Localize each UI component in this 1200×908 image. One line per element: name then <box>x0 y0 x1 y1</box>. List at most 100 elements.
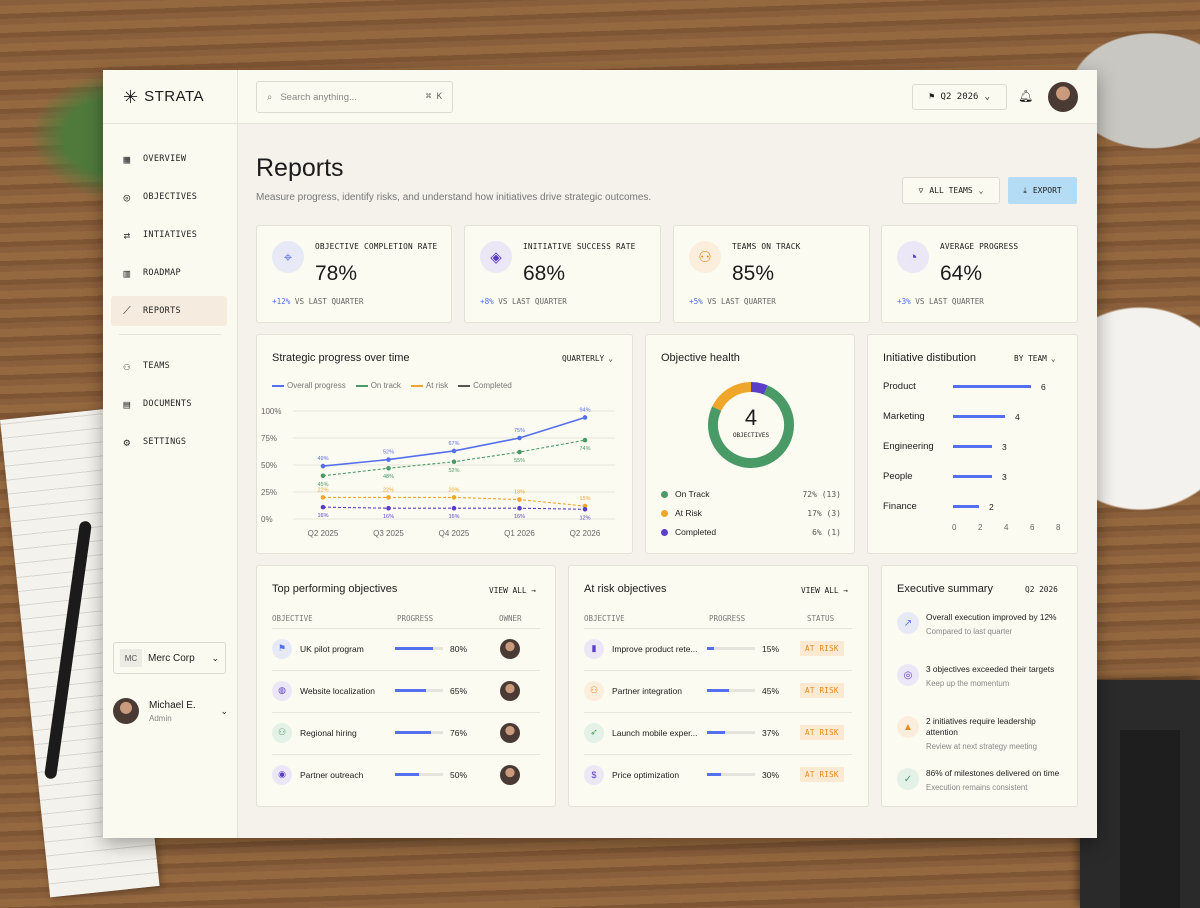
view-all-link[interactable]: VIEW ALL → <box>489 586 536 595</box>
topbar: ⌕ Search anything... ⌘ K ⚑ Q2 2026 ⌄ 🔔︎ <box>238 70 1097 124</box>
objective-name: Website localization <box>300 685 375 696</box>
layers-icon: ◈ <box>480 241 512 273</box>
data-point <box>386 505 391 511</box>
user-menu[interactable]: Michael E. Admin ⌄ <box>113 698 228 724</box>
table-row[interactable]: ◉ Partner outreach 50% <box>272 754 540 794</box>
kpi-label: TEAMS ON TRACK <box>732 242 801 251</box>
table-row[interactable]: ⚇ Partner integration 45% AT RISK <box>584 670 852 710</box>
table-row[interactable]: ▮ Improve product rete... 15% AT RISK <box>584 628 852 668</box>
y-tick-label: 75% <box>261 434 277 443</box>
progress-bar <box>707 647 755 650</box>
sidebar-item-roadmap[interactable]: ▥ ROADMAP <box>111 258 227 288</box>
sidebar-item-documents[interactable]: ▤ DOCUMENTS <box>111 389 227 419</box>
gear-icon: ⚙ <box>123 435 131 449</box>
table-row[interactable]: ◍ Website localization 65% <box>272 670 540 710</box>
progress-bar <box>395 689 443 692</box>
summary-sub: Keep up the momentum <box>926 679 1010 688</box>
sidebar-item-label: TEAMS <box>143 361 171 371</box>
axis-tick: 4 <box>1004 523 1009 532</box>
distribution-value: 3 <box>1002 441 1007 452</box>
data-label: 15% <box>579 496 590 502</box>
org-initials: MC <box>120 649 142 667</box>
download-icon: ⤓ <box>1023 185 1027 195</box>
org-switcher[interactable]: MC Merc Corp ⌄ <box>113 642 226 674</box>
teams-filter-button[interactable]: ▽ ALL TEAMS ⌄ <box>902 177 1000 204</box>
period-select[interactable]: QUARTERLY ⌄ <box>562 354 613 363</box>
sidebar-item-teams[interactable]: ⚇ TEAMS <box>111 351 227 381</box>
objective-name: Regional hiring <box>300 727 357 738</box>
objective-name: Partner integration <box>612 685 682 696</box>
y-tick-label: 0% <box>261 515 273 524</box>
objective-name: Partner outreach <box>300 769 364 780</box>
main-content: ⌕ Search anything... ⌘ K ⚑ Q2 2026 ⌄ 🔔︎ … <box>238 70 1097 838</box>
distribution-label: Finance <box>883 501 917 512</box>
crosshair-icon: ⌖ <box>272 241 304 273</box>
data-point <box>386 495 391 500</box>
y-tick-label: 50% <box>261 461 277 470</box>
sidebar-item-initiatives[interactable]: ⇄ INTIATIVES <box>111 220 227 250</box>
period-value: QUARTERLY <box>562 354 605 363</box>
sidebar-item-overview[interactable]: ▦ OVERVIEW <box>111 144 227 174</box>
sidebar-item-label: REPORTS <box>143 306 181 316</box>
check-icon: ✓ <box>897 768 919 790</box>
rocket-icon: ➶ <box>584 722 604 743</box>
card-title: Top performing objectives <box>272 583 398 595</box>
initiative-distribution-card: Initiative distibution BY TEAM ⌄ Product 6… <box>867 334 1078 554</box>
view-all-link[interactable]: VIEW ALL → <box>801 586 848 595</box>
team-icon: ⚇ <box>123 359 131 373</box>
data-label: 22% <box>317 487 328 493</box>
status-badge: AT RISK <box>800 767 844 782</box>
target-icon: ◎ <box>123 190 131 204</box>
legend-item: At risk <box>410 381 448 390</box>
sidebar-item-objectives[interactable]: ◎ OBJECTIVES <box>111 182 227 212</box>
quarter-select[interactable]: ⚑ Q2 2026 ⌄ <box>912 84 1007 110</box>
export-label: EXPORT <box>1032 186 1062 195</box>
avatar[interactable] <box>1048 82 1078 112</box>
progress-bar <box>395 773 443 776</box>
chevron-down-icon: ⌄ <box>1050 354 1056 363</box>
progress-value: 50% <box>450 769 468 780</box>
distribution-bar <box>953 385 1031 388</box>
brand-name: STRATA <box>144 88 205 105</box>
flag-icon: ⚑ <box>272 638 292 659</box>
data-point <box>582 415 588 420</box>
kpi-value: 68% <box>523 262 566 285</box>
data-label: 16% <box>383 514 394 520</box>
bell-icon[interactable]: 🔔︎ <box>1018 89 1034 103</box>
sidebar-item-reports[interactable]: ⟋ REPORTS <box>111 296 227 326</box>
status-badge: AT RISK <box>800 641 844 656</box>
data-point <box>451 505 457 511</box>
group-select[interactable]: BY TEAM ⌄ <box>1014 354 1056 363</box>
line-chart: 0% 25% 50% 75% 100% Q2 2025 Q3 2025 Q4 2025 Q1 2… <box>261 407 615 538</box>
data-label: 55% <box>514 458 525 464</box>
document-icon: ▤ <box>123 397 131 411</box>
brand[interactable]: ✳ STRATA <box>103 70 237 124</box>
data-label: 94% <box>579 407 590 413</box>
table-row[interactable]: ⚑ UK pilot program 80% <box>272 628 540 668</box>
summary-sub: Compared to last quarter <box>926 627 1013 636</box>
kpi-delta: +12% VS LAST QUARTER <box>272 297 364 306</box>
avatar <box>500 764 520 785</box>
quarter-value: Q2 2026 <box>940 92 979 102</box>
map-icon: ▥ <box>123 266 131 280</box>
card-title: Initiative distibution <box>883 352 976 364</box>
objective-name: UK pilot program <box>300 643 364 654</box>
sidebar-item-label: OVERVIEW <box>143 154 187 164</box>
page-title: Reports <box>256 154 344 182</box>
distribution-label: Engineering <box>883 441 934 452</box>
flag-icon: ⚑ <box>929 92 935 102</box>
data-label: 52% <box>383 450 394 456</box>
export-button[interactable]: ⤓ EXPORT <box>1008 177 1077 204</box>
search-input[interactable]: ⌕ Search anything... ⌘ K <box>256 81 453 113</box>
arrows-icon: ⇄ <box>123 228 131 242</box>
x-tick-label: Q1 2026 <box>504 529 535 538</box>
data-label: 48% <box>383 474 394 480</box>
table-row[interactable]: ⚇ Regional hiring 76% <box>272 712 540 752</box>
data-point <box>451 459 457 465</box>
sidebar-item-settings[interactable]: ⚙ SETTINGS <box>111 427 227 457</box>
table-row[interactable]: $ Price optimization 30% AT RISK <box>584 754 852 794</box>
table-row[interactable]: ➶ Launch mobile exper... 37% AT RISK <box>584 712 852 752</box>
distribution-bar <box>953 445 992 448</box>
data-label: 49% <box>317 456 328 462</box>
card-title: Strategic progress over time <box>272 352 410 364</box>
